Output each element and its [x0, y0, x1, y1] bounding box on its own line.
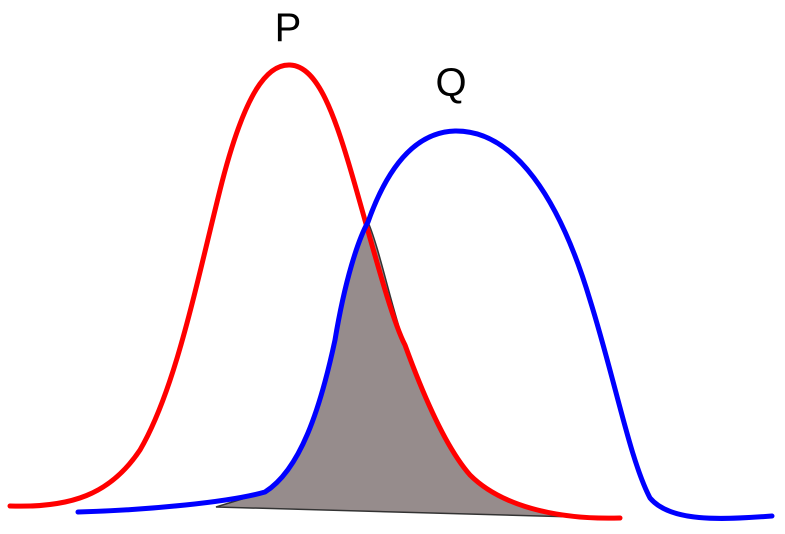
p-curve: [7, 62, 623, 521]
p-label: P: [275, 6, 302, 50]
q-curve: [75, 128, 775, 521]
q-label: Q: [435, 61, 466, 105]
